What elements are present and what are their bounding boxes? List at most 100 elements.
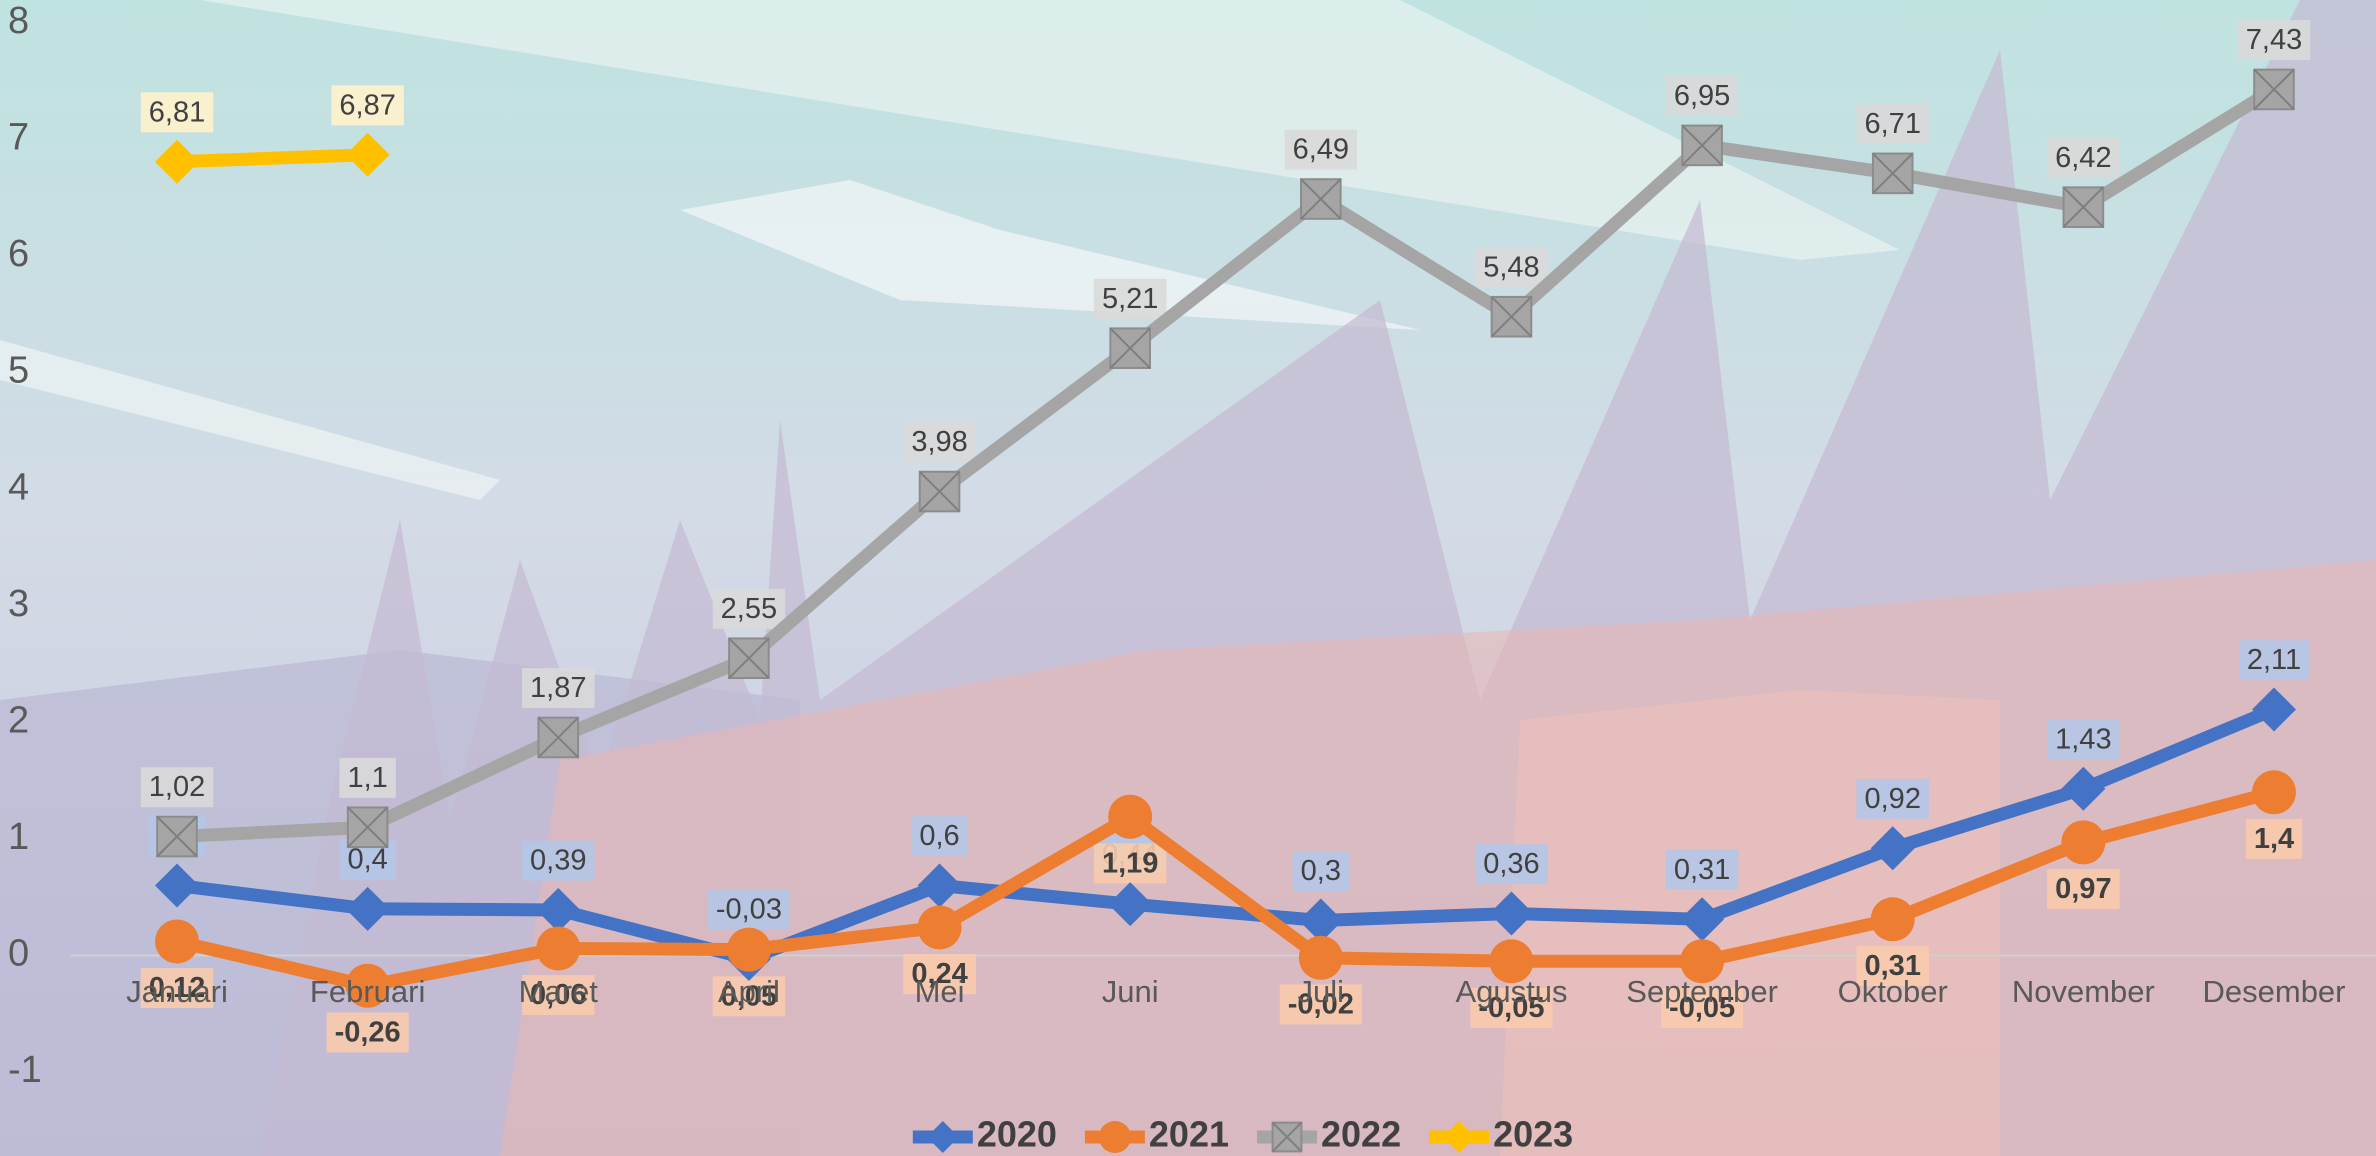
y-tick-label: 2 [8,699,29,741]
marker [1298,935,1343,980]
x-tick-label: Agustus [1455,974,1567,1009]
marker [2061,820,2106,865]
data-label-box [522,668,595,709]
data-label: 1,87 [530,672,586,704]
data-label-box [1661,987,1744,1028]
marker [1300,178,1342,220]
series [156,68,2295,858]
data-label: 3,98 [911,426,967,458]
marker-cross [1109,327,1151,369]
data-label: -0,26 [335,1016,401,1048]
marker [1098,1121,1131,1153]
y-tick-label: 8 [8,0,29,42]
x-tick-label: Februari [310,974,425,1009]
marker [917,905,962,950]
x-tick-label: Juni [1102,974,1159,1009]
data-label-box [331,85,404,126]
legend-item: 2021 [1084,1114,1229,1155]
marker [1680,939,1725,984]
marker [1870,897,1915,942]
data-label: 1,43 [2055,723,2111,755]
marker [155,139,199,184]
data-label-box [140,767,214,808]
data-label-box [1093,843,1167,884]
marker-cross [2062,186,2104,228]
marker [345,132,390,177]
legend-label: 2022 [1321,1114,1401,1155]
y-tick-label: 1 [8,816,29,858]
x-tick-label: Maret [519,974,599,1009]
data-label: 0,31 [1674,854,1730,886]
marker-cross [156,816,198,858]
marker [728,637,770,680]
data-label-box [911,816,968,857]
x-tick-label: Januari [126,974,228,1009]
data-label: 6,49 [1293,134,1349,166]
marker [2252,687,2296,732]
marker-cross [1681,124,1723,166]
data-label: 2,55 [721,593,777,625]
marker [345,886,390,931]
marker [1443,1121,1476,1153]
data-label-box [1093,278,1167,319]
marker-cross [537,716,579,758]
data-label: 6,95 [1674,80,1730,112]
data-label: 0,36 [1483,848,1539,880]
data-label-box [1292,851,1349,892]
y-tick-label: 0 [8,932,29,974]
marker-cross [1490,296,1532,338]
data-label: -0,05 [1478,992,1544,1024]
marker [1298,898,1343,943]
data-label-box [2238,640,2310,681]
data-label-box [1279,984,1362,1025]
marker [155,919,199,964]
series-line [175,785,2276,993]
series [155,770,2296,1008]
marker [1680,897,1725,942]
data-label-box [1284,129,1358,170]
data-label-box [1665,849,1739,890]
series-line [176,703,2277,966]
marker [1870,826,1915,871]
data-label-box [339,757,396,798]
x-tick-label: November [2012,974,2155,1009]
data-label: 6,81 [149,96,205,128]
data-label: 0,92 [1865,783,1921,815]
data-label-box [903,422,976,463]
marker-cross [2253,68,2295,110]
x-tick-label: Desember [2203,974,2346,1009]
data-label: 5,48 [1483,251,1539,283]
marker [2252,770,2296,815]
data-label-box [2245,818,2303,859]
marker [726,927,771,972]
data-label-box [2237,20,2311,61]
data-label: 0,24 [911,958,967,990]
data-label-box [1856,778,1929,819]
series [155,132,390,184]
marker-cross [728,637,770,679]
marker [1109,327,1151,369]
data-label-box [712,976,786,1017]
data-label-box [1475,844,1548,885]
data-label-box [140,92,214,133]
legend-item: 2023 [1429,1114,1573,1155]
data-label: -0,03 [716,894,782,926]
data-label-box [1470,987,1553,1028]
marker [536,887,581,932]
marker [1490,295,1533,338]
data-label: 6,87 [339,89,395,121]
marker [2061,766,2106,811]
y-tick-label: 7 [8,117,29,159]
x-tick-label: Juli [1298,974,1345,1009]
series [155,687,2296,981]
x-tick-label: September [1626,974,1778,1009]
marker-cross [1300,178,1342,220]
marker [156,815,198,858]
data-label-box [326,1012,409,1053]
marker [1108,882,1153,927]
data-labels: 0,60,40,39-0,030,60,440,30,360,310,921,4… [140,20,2311,1053]
data-label: 0,3 [1301,855,1341,887]
legend-item: 2020 [912,1114,1057,1155]
x-tick-label: Mei [915,974,965,1009]
